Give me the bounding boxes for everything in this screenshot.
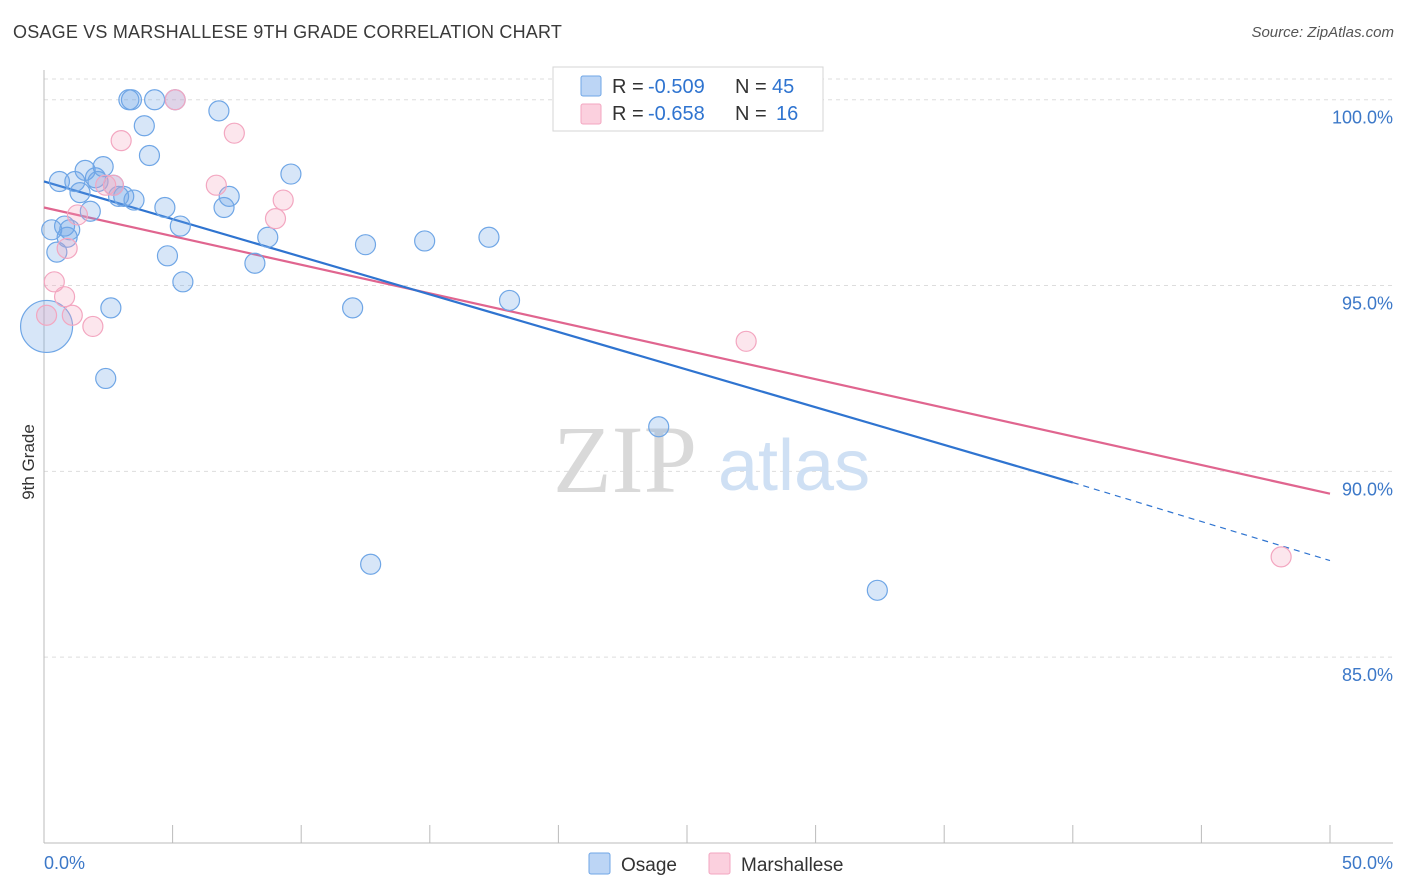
osage-point (478, 226, 500, 248)
marshallese-point (35, 304, 58, 326)
osage-point (92, 156, 114, 178)
osage-point (172, 271, 194, 293)
osage-point (648, 416, 670, 438)
osage-point (41, 219, 63, 241)
osage-n-label: N = (735, 76, 767, 98)
osage-point (354, 234, 377, 256)
osage-point (100, 297, 122, 319)
osage-point (84, 167, 107, 189)
marshallese-point (102, 174, 125, 196)
chart-title: OSAGE VS MARSHALLESE 9TH GRADE CORRELATI… (13, 22, 563, 42)
osage-point (169, 215, 191, 237)
osage-point (138, 144, 161, 167)
osage-point (133, 115, 155, 137)
osage-point (143, 89, 166, 111)
marshallese-r-value: -0.658 (648, 103, 705, 125)
osage-n-value: 45 (772, 76, 794, 98)
osage-point (498, 289, 521, 312)
osage-point (360, 553, 382, 575)
y-tick-label: 90.0% (1342, 479, 1393, 499)
marshallese-point (66, 204, 89, 226)
osage-point (208, 100, 230, 122)
data-points (19, 89, 1292, 601)
osage-series-label: Osage (621, 855, 677, 876)
watermark-zip: ZIP (553, 406, 697, 513)
osage-point (123, 189, 145, 211)
marshallese-r-label: R = (612, 103, 644, 125)
marshallese-point (272, 189, 294, 211)
marshallese-point (43, 271, 65, 293)
osage-point (48, 170, 71, 193)
y-tick-label: 100.0% (1332, 108, 1393, 128)
y-tick-label: 85.0% (1342, 665, 1393, 685)
marshallese-trend-line (43, 206, 1331, 495)
marshallese-n-value: 16 (776, 103, 798, 125)
osage-point (118, 89, 140, 111)
marshallese-point (1270, 546, 1292, 568)
y-axis-label: 9th Grade (19, 424, 38, 500)
marshallese-point (95, 174, 117, 196)
osage-point (244, 252, 266, 274)
marshallese-point (61, 304, 83, 326)
source-label: Source: ZipAtlas.com (1251, 24, 1394, 41)
osage-point (79, 200, 101, 222)
marshallese-series-swatch (708, 852, 731, 875)
y-tick-label: 95.0% (1342, 294, 1393, 314)
marshallese-point (264, 208, 287, 230)
watermark: ZIP atlas (553, 406, 870, 513)
marshallese-point (56, 237, 78, 259)
marshallese-point (735, 330, 757, 352)
osage-point (257, 226, 279, 248)
x-tick-label: 50.0% (1342, 853, 1393, 873)
osage-legend-swatch (580, 75, 602, 97)
marshallese-point (82, 315, 104, 338)
marshallese-point (53, 286, 76, 308)
osage-series-swatch (588, 852, 611, 875)
osage-point (19, 299, 74, 354)
osage-point (213, 196, 235, 219)
osage-trend-line (43, 180, 1074, 484)
x-tick-label: 0.0% (44, 853, 85, 873)
marshallese-series-label: Marshallese (741, 855, 843, 876)
trend-lines (43, 180, 1331, 562)
stats-legend: R = -0.509 N = 45 R = -0.658 N = 16 (552, 66, 824, 132)
osage-trend-extension (1072, 481, 1331, 562)
marshallese-legend-swatch (580, 103, 602, 125)
osage-point (280, 163, 302, 185)
osage-point (154, 196, 176, 219)
grid-lines (44, 78, 1394, 658)
marshallese-point (110, 130, 132, 152)
osage-r-label: R = (612, 76, 644, 98)
osage-point (156, 245, 179, 267)
x-tick-labels: 0.0% 50.0% (44, 853, 1393, 873)
marshallese-n-label: N = (735, 103, 767, 125)
series-legend: Osage Marshallese (588, 852, 843, 876)
y-tick-labels: 85.0% 90.0% 95.0% 100.0% (1332, 108, 1393, 685)
marshallese-point (164, 89, 186, 111)
axes (43, 70, 1393, 844)
osage-point (69, 182, 91, 204)
osage-r-value: -0.509 (648, 76, 705, 98)
osage-point (866, 579, 888, 601)
watermark-atlas: atlas (718, 426, 870, 506)
marshallese-point (223, 122, 245, 144)
osage-point (342, 297, 364, 319)
marshallese-point (205, 174, 227, 196)
osage-point (95, 367, 117, 390)
osage-point (414, 230, 436, 252)
